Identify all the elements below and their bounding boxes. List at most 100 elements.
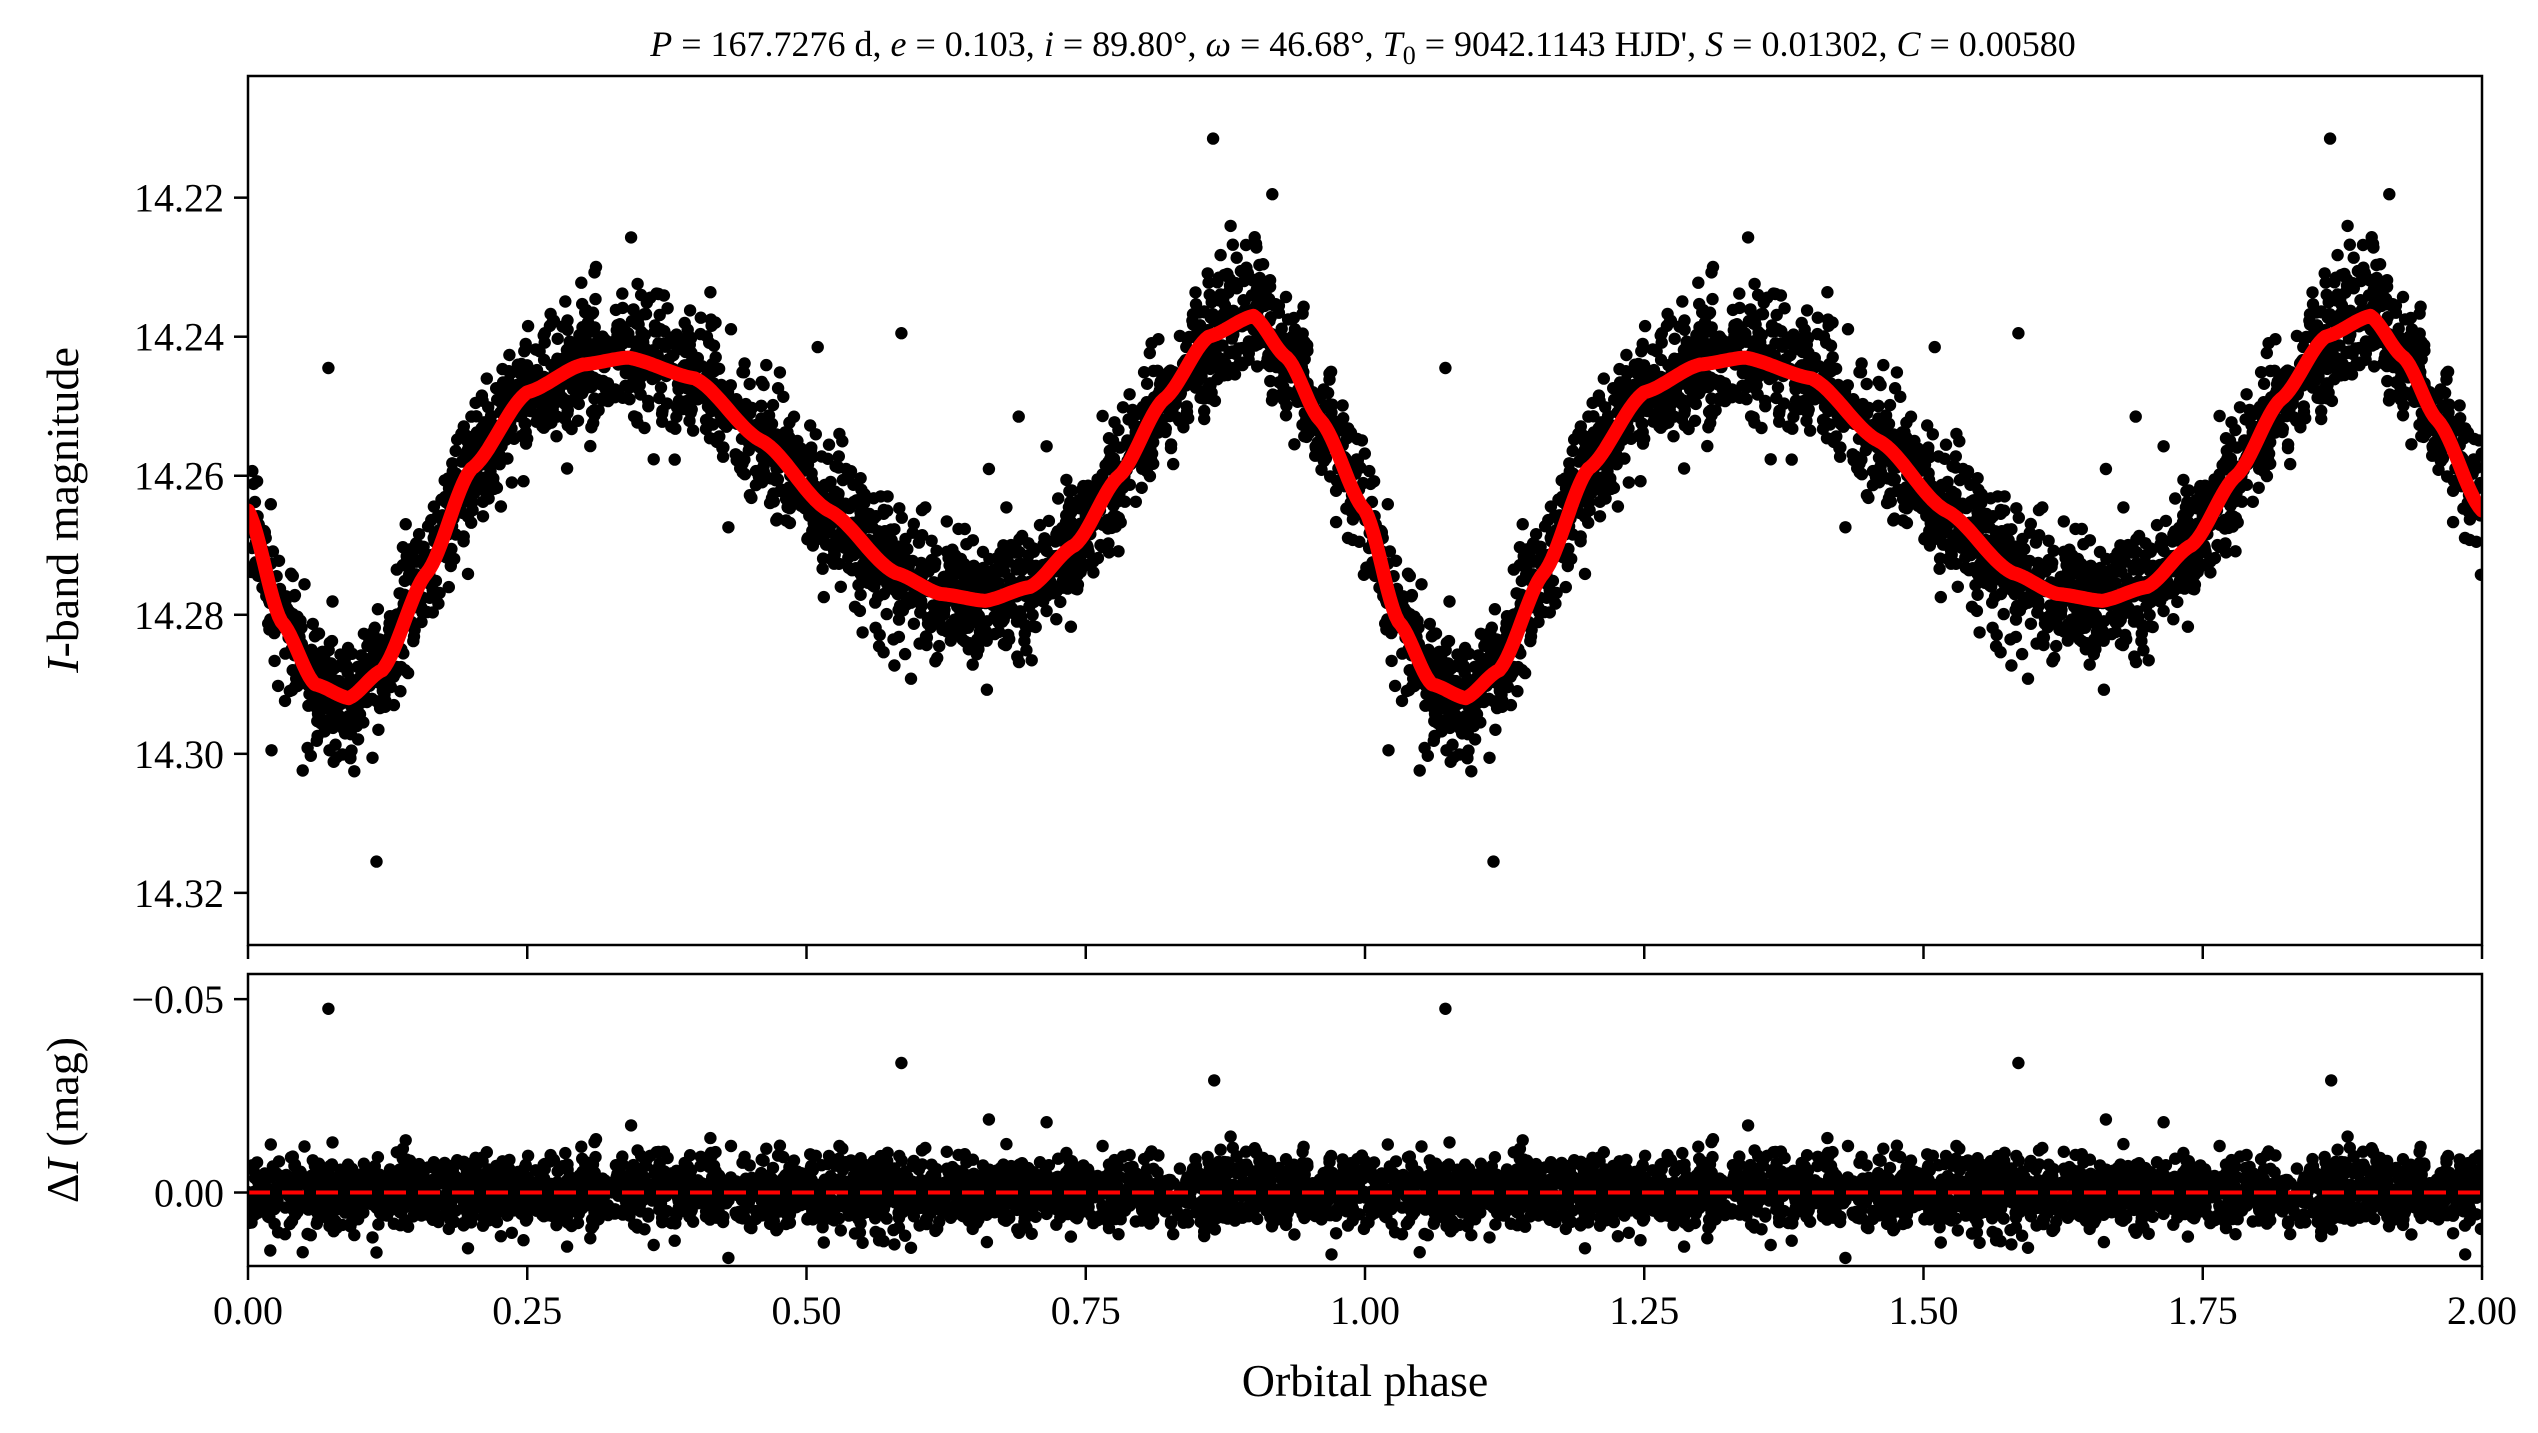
observation-point xyxy=(457,420,470,433)
observation-point xyxy=(683,304,697,317)
observation-point xyxy=(834,580,847,593)
observation-point xyxy=(2405,438,2418,451)
observation-point xyxy=(2142,654,2155,667)
observation-point xyxy=(1484,625,1497,639)
observation-point xyxy=(2243,403,2256,417)
observation-point xyxy=(773,366,787,379)
observation-point xyxy=(2204,566,2217,579)
observation-point xyxy=(867,492,880,505)
observation-point xyxy=(1862,401,1876,415)
observation-point xyxy=(1144,453,1158,466)
observation-point xyxy=(1264,374,1277,388)
observation-point xyxy=(2354,274,2368,288)
observation-point xyxy=(1777,397,1791,410)
observation-point xyxy=(1272,299,1286,312)
observation-point xyxy=(1018,618,1032,632)
observation-point xyxy=(412,539,426,552)
observation-point xyxy=(1946,485,1959,498)
observation-point xyxy=(699,413,713,427)
observation-point xyxy=(1716,382,1729,395)
observation-point xyxy=(919,501,932,514)
observation-point xyxy=(341,641,355,655)
observation-point xyxy=(333,709,346,723)
observation-point xyxy=(1965,496,1978,510)
observation-point xyxy=(1733,287,1746,300)
observation-point xyxy=(1613,362,1626,376)
observation-point xyxy=(1423,617,1437,631)
observation-point xyxy=(284,567,298,580)
observation-point xyxy=(291,610,304,623)
observation-point xyxy=(399,518,412,531)
observation-point xyxy=(980,683,994,696)
observation-point xyxy=(361,639,374,652)
observation-point xyxy=(1997,577,2011,590)
observation-point xyxy=(248,477,260,491)
observation-point xyxy=(326,595,339,608)
observation-point xyxy=(940,515,953,528)
observation-point xyxy=(1887,514,1900,527)
observation-point xyxy=(494,500,508,513)
observation-point xyxy=(322,644,335,657)
observation-point xyxy=(1458,641,1472,655)
observation-point xyxy=(1641,404,1654,418)
observation-point xyxy=(638,421,651,435)
observation-point xyxy=(1222,286,1235,299)
observation-point xyxy=(742,444,755,457)
observation-point xyxy=(1944,557,1958,570)
observation-point xyxy=(1038,532,1051,545)
observation-point xyxy=(2078,621,2092,634)
observation-point xyxy=(575,276,588,289)
observation-point xyxy=(1444,755,1457,768)
observation-point xyxy=(1324,470,1337,483)
observation-point xyxy=(1949,450,1963,463)
observation-point xyxy=(863,561,876,574)
observation-point xyxy=(654,381,668,394)
observation-point xyxy=(396,559,409,572)
observation-point xyxy=(1607,481,1621,495)
observation-point xyxy=(1833,442,1846,455)
observation-point xyxy=(1811,327,1824,341)
observation-point xyxy=(1855,357,1868,370)
observation-point xyxy=(1108,416,1121,429)
observation-point xyxy=(2339,286,2352,299)
observation-point xyxy=(760,358,773,372)
observation-point xyxy=(694,327,707,341)
observation-point xyxy=(1013,546,1026,559)
observation-point xyxy=(2231,516,2244,529)
observation-point xyxy=(898,647,912,661)
observation-point xyxy=(738,453,751,466)
observation-point xyxy=(1071,583,1084,596)
observation-point xyxy=(2417,430,2430,444)
observation-point xyxy=(2470,535,2482,548)
observation-point xyxy=(312,627,326,640)
observation-point xyxy=(271,679,285,693)
observation-point xyxy=(1189,381,1203,394)
observation-point xyxy=(2347,251,2360,264)
observation-point xyxy=(2053,623,2066,636)
observation-point xyxy=(1450,709,1463,723)
observation-point xyxy=(2005,659,2018,672)
observation-point xyxy=(296,764,309,777)
observation-point xyxy=(1256,258,1270,271)
observation-point xyxy=(476,495,490,508)
observation-point xyxy=(816,483,830,496)
observation-point xyxy=(2080,637,2093,650)
observation-point xyxy=(1239,238,1253,252)
observation-point xyxy=(1234,264,1248,278)
observation-point xyxy=(1859,444,1873,457)
observation-point xyxy=(2341,219,2354,233)
observation-point xyxy=(325,657,338,670)
observation-point xyxy=(1593,495,1607,508)
observation-point xyxy=(2171,534,2185,547)
observation-point xyxy=(1872,399,1885,413)
observation-point xyxy=(2233,401,2247,414)
observation-point xyxy=(809,428,822,441)
observation-point xyxy=(1460,750,1474,763)
observation-point xyxy=(2211,538,2224,552)
observation-point xyxy=(2453,399,2466,412)
observation-point xyxy=(1346,513,1360,526)
observation-point xyxy=(2061,634,2074,647)
observation-point xyxy=(2396,409,2410,422)
observation-point xyxy=(1900,416,1913,429)
